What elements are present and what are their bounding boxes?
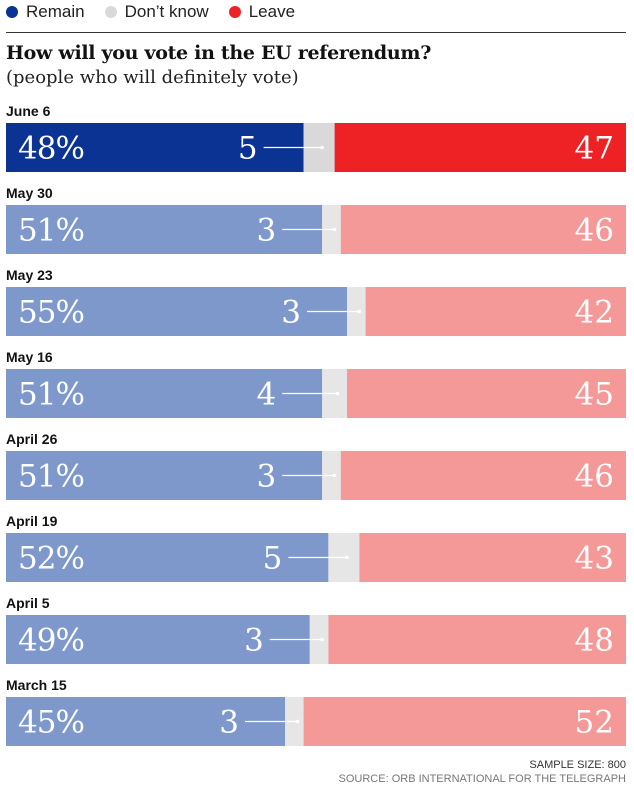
- legend-item-dont-know: Don’t know: [104, 2, 209, 22]
- row-label: March 15: [6, 677, 67, 693]
- chart-subtitle: (people who will definitely vote): [6, 67, 299, 88]
- row-label: June 6: [6, 103, 51, 119]
- row-label: April 5: [6, 595, 50, 611]
- legend: Remain Don’t know Leave: [6, 0, 315, 24]
- source-note: SOURCE: ORB INTERNATIONAL FOR THE TELEGR…: [338, 773, 626, 785]
- pointer-arrow-dot: [295, 719, 300, 724]
- value-label-dont-know: 4: [256, 377, 276, 413]
- legend-item-remain: Remain: [6, 2, 85, 22]
- value-label-leave: 52: [575, 705, 614, 741]
- value-label-remain: 45%: [18, 705, 84, 741]
- bar-segment-remain: [6, 615, 310, 664]
- legend-label-leave: Leave: [248, 2, 296, 21]
- bar-segment-leave: [334, 123, 626, 172]
- value-label-leave: 46: [575, 459, 614, 495]
- pointer-arrow-dot: [345, 555, 349, 560]
- legend-dot-remain: [6, 6, 18, 18]
- value-label-dont-know: 5: [263, 541, 283, 577]
- bar-segment-leave: [340, 205, 626, 254]
- bar-segment-leave: [340, 451, 626, 500]
- pointer-arrow-dot: [320, 145, 324, 150]
- row-label: May 30: [6, 185, 53, 201]
- pointer-arrow-dot: [357, 309, 362, 314]
- pointer-arrow-dot: [332, 473, 337, 478]
- bar-segment-remain: [6, 287, 347, 336]
- value-label-leave: 47: [575, 131, 614, 167]
- bar-segment-remain: [6, 533, 329, 582]
- bar-segment-leave: [303, 697, 626, 746]
- value-label-leave: 46: [575, 213, 614, 249]
- chart-title: How will you vote in the EU referendum?: [6, 42, 432, 64]
- legend-item-leave: Leave: [228, 2, 296, 22]
- bar-segment-remain: [6, 369, 323, 418]
- bar-segment-remain: [6, 205, 323, 254]
- value-label-dont-know: 3: [256, 459, 276, 495]
- value-label-leave: 48: [575, 623, 614, 659]
- row-label: April 19: [6, 513, 58, 529]
- row-label: May 16: [6, 349, 53, 365]
- value-label-dont-know: 3: [281, 295, 301, 331]
- bar-segment-remain: [6, 697, 285, 746]
- row-label: May 23: [6, 267, 53, 283]
- sample-size-note: SAMPLE SIZE: 800: [529, 759, 626, 771]
- pointer-arrow-dot: [320, 637, 324, 642]
- value-label-remain: 52%: [18, 541, 84, 577]
- value-label-remain: 48%: [18, 131, 84, 167]
- bar-segment-leave: [347, 369, 626, 418]
- header-divider: [6, 32, 626, 33]
- value-label-remain: 51%: [18, 213, 84, 249]
- value-label-remain: 51%: [18, 459, 84, 495]
- legend-dot-dont-know: [104, 6, 117, 18]
- value-label-leave: 43: [575, 541, 614, 577]
- bar-segment-remain: [6, 123, 304, 172]
- value-label-leave: 42: [575, 295, 614, 331]
- legend-label-remain: Remain: [26, 2, 85, 21]
- legend-dot-leave: [228, 6, 241, 18]
- row-label: April 26: [6, 431, 58, 447]
- pointer-arrow-dot: [335, 391, 340, 396]
- bar-segment-remain: [6, 451, 323, 500]
- bar-segment-leave: [365, 287, 626, 336]
- value-label-dont-know: 3: [244, 623, 264, 659]
- value-label-leave: 45: [575, 377, 614, 413]
- value-label-remain: 49%: [18, 623, 84, 659]
- value-label-dont-know: 3: [219, 705, 239, 741]
- value-label-dont-know: 5: [238, 131, 258, 167]
- value-label-remain: 55%: [18, 295, 84, 331]
- value-label-remain: 51%: [18, 377, 84, 413]
- value-label-dont-know: 3: [256, 213, 276, 249]
- legend-label-dont-know: Don’t know: [124, 2, 209, 21]
- bar-segment-leave: [359, 533, 626, 582]
- bar-segment-leave: [328, 615, 626, 664]
- pointer-arrow-dot: [332, 227, 337, 232]
